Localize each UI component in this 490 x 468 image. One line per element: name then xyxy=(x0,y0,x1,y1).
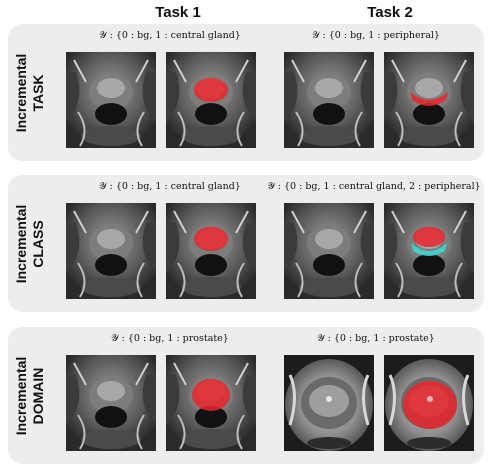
task1-formula: 𝒴 : {0 : bg, 1 : central gland} xyxy=(99,181,241,192)
mri-image xyxy=(284,52,374,148)
row-label-top: Incremental xyxy=(13,356,29,435)
row-label: Incremental DOMAIN xyxy=(8,327,52,464)
task2-formula: 𝒴 : {0 : bg, 1 : central gland, 2 : peri… xyxy=(267,181,481,192)
mri-scan-task1-mask xyxy=(166,355,256,451)
mri-scan-task2-raw xyxy=(284,52,374,148)
mri-image-with-two-class-mask xyxy=(384,203,474,299)
mri-scan-task2-mask xyxy=(384,355,474,451)
row-label-bottom: CLASS xyxy=(30,219,46,268)
mri-scan-task1-raw xyxy=(66,203,156,299)
row-label-bottom: DOMAIN xyxy=(30,367,46,424)
mri-image xyxy=(66,203,156,299)
mri-image xyxy=(66,52,156,148)
mri-scan-task2-raw xyxy=(284,355,374,451)
mri-image xyxy=(284,203,374,299)
task1-formula: 𝒴 : {0 : bg, 1 : central gland} xyxy=(99,30,241,41)
mri-image-with-central-gland-mask xyxy=(166,203,256,299)
row-label: Incremental TASK xyxy=(8,24,52,161)
mri-scan-task1-raw xyxy=(66,52,156,148)
mri-image xyxy=(66,355,156,451)
panel-incremental-class: Incremental CLASS 𝒴 : {0 : bg, 1 : centr… xyxy=(8,175,484,312)
mri-image-with-prostate-mask xyxy=(166,355,256,451)
mri-scan-task1-mask xyxy=(166,52,256,148)
mri-image-domain-b-with-prostate-mask xyxy=(384,355,474,451)
mri-scan-task2-mask xyxy=(384,52,474,148)
column-header-task-2: Task 2 xyxy=(367,4,413,21)
panel-incremental-domain: Incremental DOMAIN 𝒴 : {0 : bg, 1 : pros… xyxy=(8,327,484,464)
task2-formula: 𝒴 : {0 : bg, 1 : prostate} xyxy=(317,333,435,344)
row-label-bottom: TASK xyxy=(30,73,46,112)
mri-image-with-central-gland-mask xyxy=(166,52,256,148)
row-label-top: Incremental xyxy=(13,204,29,283)
mri-image-with-peripheral-mask xyxy=(384,52,474,148)
row-label: Incremental CLASS xyxy=(8,175,52,312)
mri-scan-task2-raw xyxy=(284,203,374,299)
column-header-task-1: Task 1 xyxy=(155,4,201,21)
panel-incremental-task: Incremental TASK 𝒴 : {0 : bg, 1 : centra… xyxy=(8,24,484,161)
task2-formula: 𝒴 : {0 : bg, 1 : peripheral} xyxy=(312,30,440,41)
row-label-top: Incremental xyxy=(13,53,29,132)
mri-scan-task2-mask xyxy=(384,203,474,299)
mri-scan-task1-raw xyxy=(66,355,156,451)
task1-formula: 𝒴 : {0 : bg, 1 : prostate} xyxy=(111,333,229,344)
mri-scan-task1-mask xyxy=(166,203,256,299)
mri-image-domain-b xyxy=(284,355,374,451)
